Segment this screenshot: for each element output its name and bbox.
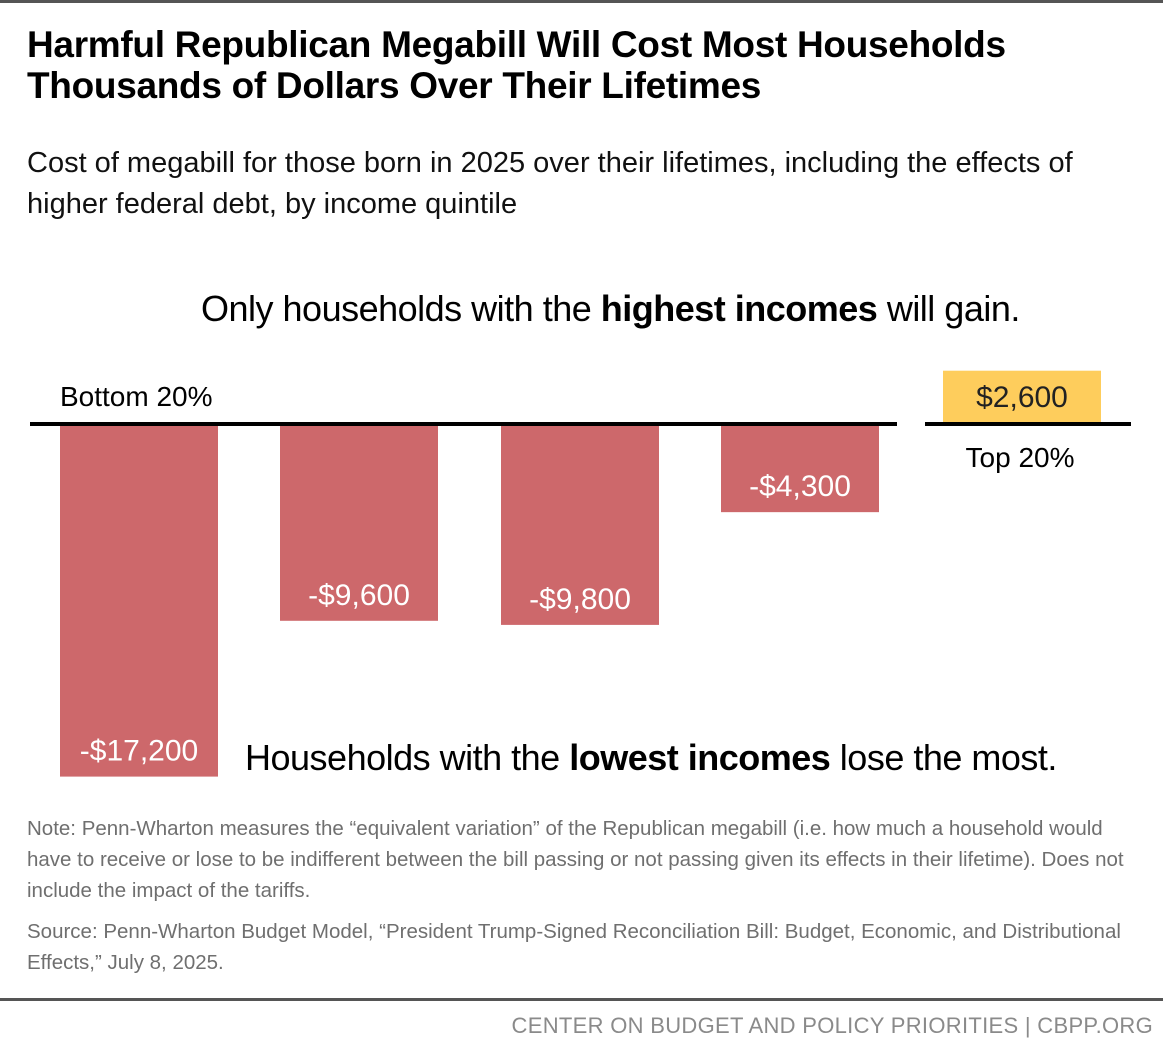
category-label: Top 20%: [966, 442, 1075, 473]
annotation-bottom-bold: lowest incomes: [569, 737, 831, 778]
bottom-rule: [0, 998, 1163, 1001]
footer-credit: CENTER ON BUDGET AND POLICY PRIORITIES |…: [511, 1013, 1153, 1038]
category-label: Bottom 20%: [60, 381, 213, 412]
annotation-top: Only households with the highest incomes…: [201, 288, 1020, 330]
annotation-bottom: Households with the lowest incomes lose …: [245, 737, 1057, 779]
data-label: $2,600: [976, 381, 1068, 414]
bar: [721, 424, 879, 513]
annotation-bottom-text-end: lose the most.: [830, 737, 1058, 778]
zero-baseline-top: [925, 422, 1131, 426]
bar: [280, 424, 438, 621]
bar: [501, 424, 659, 625]
annotation-top-bold: highest incomes: [600, 288, 878, 329]
chart-subtitle: Cost of megabill for those born in 2025 …: [27, 147, 1073, 220]
chart-source: Source: Penn-Wharton Budget Model, “Pres…: [27, 920, 1121, 974]
bar: [943, 370, 1101, 424]
data-label: -$9,600: [308, 579, 410, 612]
bar: [60, 424, 218, 777]
chart-note: Note: Penn-Wharton measures the “equival…: [27, 817, 1124, 902]
data-label: -$17,200: [80, 735, 198, 768]
chart-title: Harmful Republican Megabill Will Cost Mo…: [27, 24, 1006, 106]
annotation-top-text: Only households with the: [201, 288, 601, 329]
bar-chart: -$17,200 -$9,600 -$9,800 -$4,300 $2,600 Botto…: [30, 370, 1131, 777]
annotation-bottom-text: Households with the: [245, 737, 570, 778]
top-rule: [0, 0, 1163, 3]
data-label: -$9,800: [529, 583, 631, 616]
annotation-top-text-end: will gain.: [877, 288, 1021, 329]
zero-baseline: [30, 422, 897, 426]
data-label: -$4,300: [749, 470, 851, 503]
